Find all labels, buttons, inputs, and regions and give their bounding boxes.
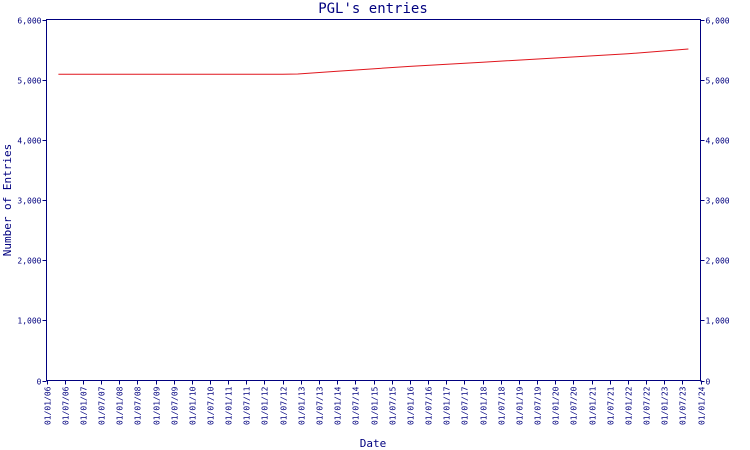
x-tick-label: 01/07/13	[316, 386, 325, 425]
x-tick-label: 01/01/19	[516, 386, 525, 425]
y-tick-label-right: 6,000	[706, 17, 730, 26]
x-tick-label: 01/07/07	[98, 386, 107, 425]
y-tick-label-left: 0	[37, 378, 42, 387]
x-tick-label: 01/01/14	[334, 386, 343, 425]
x-tick-label: 01/01/10	[189, 386, 198, 425]
x-tick-label: 01/01/17	[443, 386, 452, 425]
x-tick-label: 01/07/15	[389, 386, 398, 425]
y-axis-left: 0 1,000 2,000 3,000 4,000 5,000 6,000	[17, 17, 47, 387]
y-tick-label-right: 5,000	[706, 77, 730, 86]
plot-frame	[46, 19, 701, 381]
y-tick-label-right: 0	[706, 378, 711, 387]
y-tick-label-left: 6,000	[17, 17, 41, 26]
x-tick-label: 01/01/06	[44, 386, 53, 425]
x-tick-label: 01/01/24	[698, 386, 707, 425]
x-axis-title: Date	[360, 437, 387, 450]
x-tick-label: 01/01/21	[589, 386, 598, 425]
x-tick-label: 01/07/22	[643, 386, 652, 425]
x-tick-label: 01/01/16	[407, 386, 416, 425]
x-tick-label: 01/07/06	[62, 386, 71, 425]
x-tick-label: 01/01/15	[371, 386, 380, 425]
series-layer	[58, 48, 689, 75]
x-tick-label: 01/01/07	[80, 386, 89, 425]
x-tick-label: 01/07/19	[534, 386, 543, 425]
y-axis-right: 0 1,000 2,000 3,000 4,000 5,000 6,000	[700, 17, 730, 387]
y-tick-label-left: 4,000	[17, 137, 41, 146]
y-tick-label-right: 3,000	[706, 197, 730, 206]
y-tick-label-left: 1,000	[17, 317, 41, 326]
x-tick-label: 01/07/09	[171, 386, 180, 425]
y-tick-label-right: 4,000	[706, 137, 730, 146]
x-tick-label: 01/01/08	[116, 386, 125, 425]
x-tick-label: 01/07/11	[243, 386, 252, 425]
x-tick-label: 01/01/12	[261, 386, 270, 425]
x-axis: 01/01/06 01/07/06 01/01/07 01/07/07 01/01/08…	[44, 380, 707, 425]
series-line	[58, 48, 689, 75]
y-tick-label-left: 2,000	[17, 257, 41, 266]
x-tick-label: 01/01/22	[625, 386, 634, 425]
x-tick-label: 01/01/23	[661, 386, 670, 425]
x-tick-label: 01/07/10	[207, 386, 216, 425]
y-axis-title: Number of Entries	[1, 144, 14, 257]
x-tick-label: 01/01/20	[552, 386, 561, 425]
y-tick-label-left: 3,000	[17, 197, 41, 206]
x-tick-label: 01/07/23	[679, 386, 688, 425]
x-tick-label: 01/07/20	[570, 386, 579, 425]
y-tick-label-left: 5,000	[17, 77, 41, 86]
x-tick-label: 01/07/21	[607, 386, 616, 425]
x-tick-label: 01/07/18	[498, 386, 507, 425]
x-tick-label: 01/07/12	[280, 386, 289, 425]
x-tick-label: 01/07/14	[352, 386, 361, 425]
x-tick-label: 01/01/09	[153, 386, 162, 425]
chart-title: PGL's entries	[318, 1, 428, 17]
x-tick-label: 01/01/18	[480, 386, 489, 425]
x-tick-label: 01/01/13	[298, 386, 307, 425]
y-tick-label-right: 1,000	[706, 317, 730, 326]
x-tick-label: 01/01/11	[225, 386, 234, 425]
y-tick-label-right: 2,000	[706, 257, 730, 266]
x-tick-label: 01/07/08	[134, 386, 143, 425]
x-tick-label: 01/07/16	[425, 386, 434, 425]
x-tick-label: 01/07/17	[461, 386, 470, 425]
